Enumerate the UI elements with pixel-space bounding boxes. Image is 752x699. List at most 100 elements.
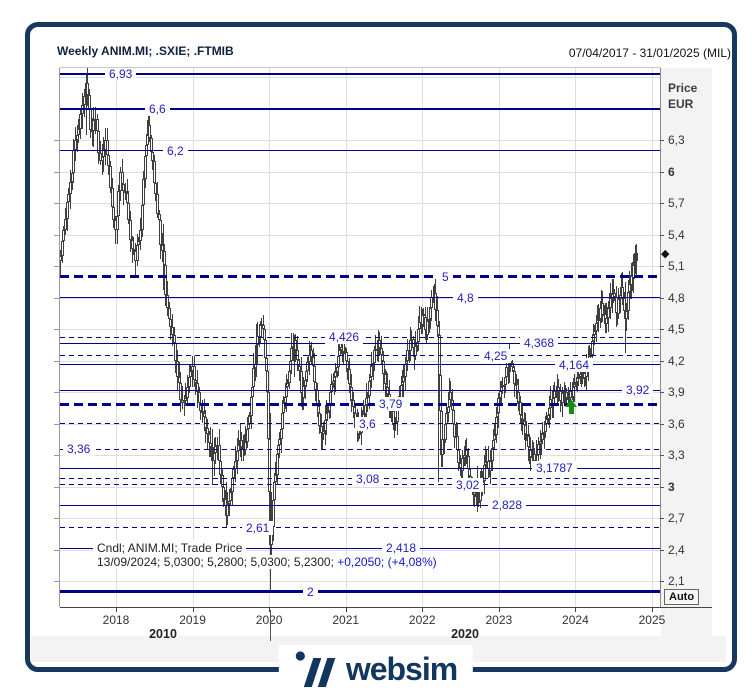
price-level-line[interactable] bbox=[60, 297, 660, 299]
price-level-label: 2 bbox=[303, 584, 318, 599]
candle-body bbox=[176, 361, 179, 377]
candle-body bbox=[177, 376, 181, 384]
price-level-line[interactable] bbox=[60, 467, 660, 469]
left-tick-mark bbox=[54, 423, 60, 425]
candle-body bbox=[237, 444, 241, 451]
x-tick-label: 2023 bbox=[485, 613, 513, 627]
candle-wick bbox=[414, 343, 415, 370]
price-level-line[interactable] bbox=[60, 389, 660, 391]
price-level-label: 5 bbox=[438, 269, 453, 284]
decade-label: 2020 bbox=[451, 627, 479, 641]
candle-wick bbox=[133, 237, 135, 256]
candle-wick bbox=[100, 140, 101, 165]
y-tick-mark bbox=[660, 549, 664, 551]
price-level-line[interactable] bbox=[60, 150, 660, 152]
candle-body bbox=[194, 379, 198, 384]
candle-wick bbox=[217, 436, 218, 461]
price-level-line[interactable] bbox=[60, 448, 660, 450]
candle-body bbox=[214, 446, 218, 454]
series-legend: Cndl; ANIM.MI; Trade Price bbox=[93, 541, 247, 556]
chart-plot-area[interactable]: Cndl; ANIM.MI; Trade Price 13/09/2024; 5… bbox=[60, 68, 660, 607]
y-tick-label: 6 bbox=[668, 164, 675, 179]
candle-body bbox=[65, 202, 69, 220]
price-level-line[interactable] bbox=[60, 107, 660, 110]
candle-body bbox=[275, 453, 279, 476]
x-tick-mark bbox=[498, 608, 500, 612]
candle-body bbox=[152, 161, 156, 183]
candle-body bbox=[135, 245, 139, 262]
price-level-label: 2,418 bbox=[382, 541, 421, 556]
grid-line-horizontal bbox=[60, 360, 660, 362]
y-tick-mark bbox=[660, 486, 664, 488]
candle-wick bbox=[443, 431, 445, 454]
y-tick-label: 4,8 bbox=[668, 290, 685, 305]
candle-wick bbox=[334, 370, 335, 395]
grid-line-horizontal bbox=[60, 203, 660, 205]
candle-body bbox=[249, 396, 253, 417]
price-level-line[interactable] bbox=[60, 275, 660, 279]
price-level-label: 3,36 bbox=[63, 442, 95, 457]
current-price-marker: ◆ bbox=[661, 246, 670, 260]
y-tick-mark bbox=[660, 581, 664, 583]
candle-wick bbox=[287, 379, 289, 398]
candle-body bbox=[117, 191, 121, 216]
price-level-label: 3,79 bbox=[375, 397, 407, 412]
grid-line-horizontal bbox=[60, 297, 660, 299]
candle-wick bbox=[567, 386, 569, 407]
candle-body bbox=[60, 255, 62, 262]
grid-line-horizontal bbox=[60, 486, 660, 488]
candle-body bbox=[590, 340, 594, 355]
time-axis: 2018 2019 2020 2021 2022 2023 2024 2025 2010 2020 bbox=[60, 607, 712, 646]
left-tick-mark bbox=[54, 203, 60, 205]
candle-body bbox=[251, 387, 254, 397]
candle-body bbox=[75, 134, 79, 141]
price-level-label: 6,2 bbox=[163, 143, 188, 158]
y-tick-label: 3,6 bbox=[668, 416, 685, 431]
y-tick-label: 5,1 bbox=[668, 259, 685, 274]
candle-body bbox=[127, 203, 131, 220]
candle-body bbox=[142, 179, 146, 206]
y-tick-mark bbox=[660, 203, 664, 205]
price-level-line[interactable] bbox=[60, 547, 660, 549]
price-level-label: 3,92 bbox=[622, 383, 654, 398]
price-level-line[interactable] bbox=[60, 364, 660, 366]
candle-body bbox=[201, 411, 204, 414]
candle-body bbox=[209, 442, 213, 447]
candle-wick bbox=[60, 250, 61, 276]
candle-wick-extreme bbox=[438, 339, 439, 482]
candle-wick bbox=[123, 179, 125, 206]
x-tick-mark bbox=[116, 608, 117, 612]
websim-logo-text: websim bbox=[345, 650, 458, 687]
auto-scale-button[interactable]: Auto bbox=[664, 589, 700, 605]
price-level-line[interactable] bbox=[60, 355, 660, 357]
candle-body bbox=[64, 219, 67, 231]
candle-wick bbox=[131, 236, 133, 264]
price-level-line[interactable] bbox=[60, 402, 660, 406]
candle-body bbox=[184, 397, 188, 402]
price-axis: Price EUR 6,3 6 5,7 5,4 5,1 4,8 4,5 4,2 3,9 3,6 3,… bbox=[660, 68, 712, 636]
candle-wick bbox=[594, 324, 596, 346]
price-level-label: 4,164 bbox=[555, 357, 594, 372]
y-tick-label: 5,4 bbox=[668, 227, 685, 242]
price-level-line[interactable] bbox=[60, 73, 660, 76]
price-level-line[interactable] bbox=[60, 590, 660, 594]
chart-title: Weekly ANIM.MI; .SXIE; .FTMIB bbox=[57, 44, 234, 58]
quote-change-text: +0,2050; (+4,08%) bbox=[337, 555, 437, 570]
candle-wick bbox=[376, 344, 378, 361]
y-tick-mark bbox=[660, 455, 664, 457]
candle-body bbox=[89, 109, 92, 130]
candle-wick bbox=[91, 118, 93, 146]
price-level-line[interactable] bbox=[60, 504, 660, 506]
candle-body bbox=[330, 383, 334, 393]
price-level-line[interactable] bbox=[60, 527, 660, 529]
candle-body bbox=[140, 205, 144, 230]
grid-line-horizontal bbox=[60, 171, 660, 173]
candle-body bbox=[204, 417, 208, 429]
grid-line-horizontal bbox=[60, 234, 660, 236]
candle-wick bbox=[603, 304, 605, 320]
price-level-label: 4,368 bbox=[520, 336, 559, 351]
candle-body bbox=[159, 220, 163, 245]
grid-line-horizontal bbox=[60, 329, 660, 331]
left-tick-mark bbox=[54, 486, 60, 488]
candle-body bbox=[129, 219, 132, 241]
